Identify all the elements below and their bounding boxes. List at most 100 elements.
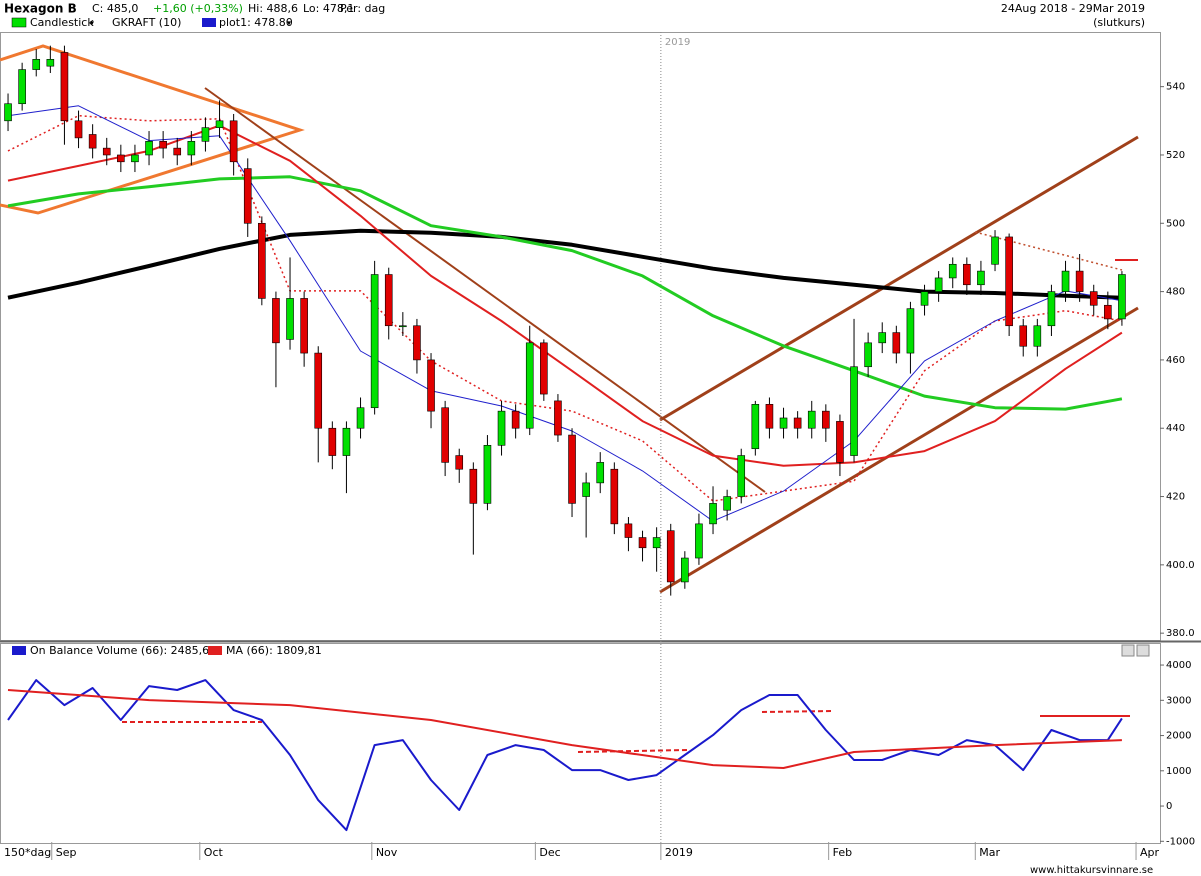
y-tick-label: 4000: [1166, 660, 1191, 671]
legend-label: MA (66): 1809,81: [226, 644, 322, 657]
candle-body: [1033, 325, 1042, 347]
candle-body: [243, 168, 252, 224]
date-range: 24Aug 2018 - 29Mar 2019: [1001, 2, 1145, 15]
candle-body: [568, 434, 576, 504]
y-tick-label: 420: [1166, 492, 1185, 503]
candle-body: [370, 274, 379, 409]
candle-body: [610, 468, 619, 525]
channel-bottom: [659, 306, 1139, 594]
candle-body: [131, 154, 139, 163]
y-tick-label: 1000: [1166, 766, 1191, 777]
candle-body: [46, 59, 55, 67]
high-label: Hi: 488,6: [248, 2, 298, 15]
candle-body: [511, 410, 520, 429]
legend-label: plot1: 478.80: [219, 16, 293, 29]
legend-swatch: [208, 646, 222, 655]
candle-body: [525, 342, 534, 429]
x-tick-label: 2019: [665, 846, 693, 859]
y-tick-label: 540: [1166, 82, 1185, 93]
candle-body: [300, 298, 308, 354]
candle-body: [779, 417, 788, 429]
y-tick-label: 520: [1166, 150, 1185, 161]
candle-body: [709, 503, 717, 525]
candle-body: [173, 147, 182, 156]
candle-body: [469, 468, 478, 504]
x-tick-label: Feb: [833, 846, 852, 859]
candle-body: [681, 557, 689, 583]
candle-body: [963, 263, 971, 286]
candle-body: [934, 277, 943, 292]
candle-body: [187, 141, 196, 156]
candle-body: [483, 445, 492, 504]
candle-body: [4, 103, 12, 122]
x-tick-label: Oct: [204, 846, 224, 859]
footer: www.hittakursvinnare.se: [1030, 865, 1153, 876]
candle-body: [765, 404, 774, 429]
candle-body: [441, 407, 449, 463]
candle-body: [74, 120, 83, 139]
line-series: [7, 689, 1122, 769]
bar-count: 150*dag: [4, 846, 51, 859]
tool-button[interactable]: [1121, 644, 1135, 657]
candle-body: [60, 52, 69, 122]
candle-body: [1019, 325, 1028, 347]
tool-button[interactable]: [1136, 644, 1150, 657]
legend-label: On Balance Volume (66): 2485,61: [30, 644, 216, 657]
candle-body: [1005, 236, 1013, 327]
candle-body: [18, 69, 26, 105]
candle-body: [413, 325, 421, 361]
candle-body: [793, 417, 802, 429]
period-label: Per: dag: [340, 2, 385, 15]
candle-body: [864, 342, 872, 368]
triangle-top: [974, 231, 1123, 271]
change-label: +1,60 (+0,33%): [153, 2, 243, 15]
candle-body: [892, 332, 901, 354]
candle-body: [286, 298, 294, 340]
candle-body: [159, 141, 167, 149]
candle-body: [497, 410, 506, 446]
candle-body: [807, 410, 816, 429]
down-trend: [204, 87, 766, 493]
candle-body: [751, 404, 760, 450]
candle-body: [1047, 291, 1056, 327]
candle-body: [314, 352, 323, 429]
x-tick-label: Nov: [376, 846, 398, 859]
candle-body: [638, 537, 647, 549]
line-series: [7, 114, 1123, 502]
y-tick-label: 480: [1166, 287, 1185, 298]
line-series: [7, 228, 1122, 300]
legend-dropdown[interactable]: ▾: [287, 19, 291, 28]
x-tick-label: Dec: [539, 846, 560, 859]
y-tick-label: 460: [1166, 355, 1185, 366]
candle-body: [384, 274, 393, 327]
candle-body: [624, 523, 633, 538]
candle-body: [215, 120, 224, 128]
candle-body: [229, 120, 238, 163]
candle-body: [920, 291, 929, 306]
candle-body: [582, 482, 590, 497]
legend-swatch: [202, 18, 216, 27]
candle-body: [977, 270, 985, 286]
y-tick-label: 0: [1166, 801, 1172, 812]
legend-dropdown[interactable]: ▾: [90, 19, 94, 28]
obv-level: [577, 749, 689, 753]
candle-body: [1104, 304, 1112, 320]
y-tick-label: 380.0: [1166, 628, 1195, 639]
candle-body: [455, 455, 464, 470]
obv-level: [761, 710, 833, 713]
trend-lines: [0, 44, 1139, 753]
candle-body: [399, 325, 407, 328]
candle-body: [822, 410, 830, 429]
orange-triangle: [0, 44, 305, 215]
y-tick-label: 400.0: [1166, 560, 1195, 571]
candle-body: [272, 298, 280, 344]
candle-body: [258, 222, 266, 299]
range-note: (slutkurs): [1093, 16, 1145, 29]
candle-body: [850, 366, 858, 456]
candle-body: [1118, 274, 1126, 320]
candle-body: [328, 427, 337, 456]
candle-body: [554, 400, 562, 436]
x-tick-label: Sep: [56, 846, 77, 859]
candle-body: [201, 127, 210, 142]
